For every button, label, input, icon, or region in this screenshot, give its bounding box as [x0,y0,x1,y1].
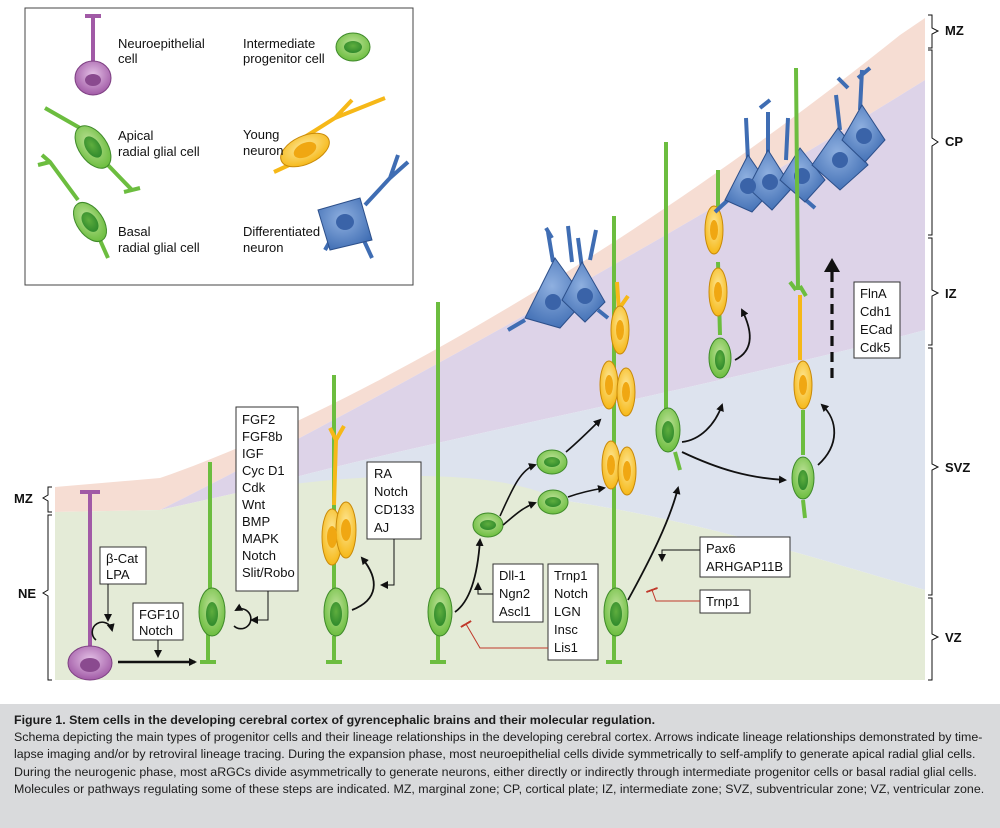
intermediate-progenitor-3 [537,489,569,515]
zone-label-iz: IZ [945,286,957,301]
svg-text:FlnA Cdh1 ECad: FlnA Cdh1 ECad Cdk5 [860,286,896,355]
cp-band [160,80,925,510]
legend-intermediate-icon [335,32,371,62]
svg-text:Dll-1 Ngn2 Ascl1: Dll-1 Ngn2 Ascl1 [499,568,534,619]
legend-young-neuron-icon [273,96,386,174]
svg-text:Trnp1 Notch LGN: Trnp1 Notch LGN Insc Lis1 [554,568,592,655]
arrow-rg3-to-ip [454,538,484,613]
young-neuron-column-2 [704,205,728,317]
young-neuron-pair-1 [321,425,357,566]
differentiated-neurons-cluster-1 [506,225,610,332]
box-fgf10-notch: FGF10 Notch [132,602,184,658]
arrow-brg2-to-neuron [734,308,751,361]
legend: Neuroepithelial cell Intermediate progenit… [24,7,414,286]
box-ra-notch: RA Notch CD133 AJ [366,461,422,589]
svg-text:Trnp1: Trnp1 [706,594,739,609]
svg-text:RA Notch CD133: RA Notch CD133 AJ [374,466,418,535]
zone-label-mz: MZ [945,23,964,38]
caption-body: Schema depicting the main types of proge… [14,730,985,796]
svg-text:FGF2 FGF8b IGF: FGF2 FGF8b IGF Cyc D1 Cdk Wnt BMP MAPK N… [242,412,295,580]
zone-label-vz: VZ [945,630,962,645]
migration-dashed-arrow [824,258,840,378]
box-dll1-ngn2: Dll-1 Ngn2 Ascl1 [474,563,544,623]
neuroepithelial-cell [67,490,113,681]
box-flna-cdh1: FlnA Cdh1 ECad Cdk5 [853,281,901,359]
legend-basal-rg-icon [37,153,110,259]
stem-cell-diagram: MZ CP IZ SVZ VZ MZ NE Neuroepithelial cel… [14,7,970,681]
zone-brackets [42,14,940,681]
apical-radial-glia-5 [655,142,682,471]
caption-title: Figure 1. Stem cells in the developing c… [14,713,656,727]
basal-radial-glia-3 [788,67,815,519]
legend-intermediate-label: Intermediate progenitor cell [243,36,325,66]
zone-label-mz-left: MZ [14,491,33,506]
zone-label-ne: NE [18,586,36,601]
arrow-bRG-to-neuron [681,403,724,443]
legend-young-neuron-label: Young neuron [243,127,283,158]
arrow-rg2-to-neurons [351,556,375,611]
figure-caption: Figure 1. Stem cells in the developing c… [0,704,1000,828]
young-neuron-column [599,281,637,496]
legend-apical-rg-icon [44,106,141,194]
zone-label-svz: SVZ [945,460,970,475]
arrow-brg3-to-neuron [817,403,836,466]
apical-radial-glia-1 [198,462,226,664]
self-renew-arrow-ne [91,621,115,641]
legend-neuroepithelial-label: Neuroepithelial cell [118,36,205,66]
intermediate-progenitor-1 [472,512,504,538]
arrows-ip-to-neurons [565,418,606,498]
box-trnp1-lgn: Trnp1 Notch LGN Insc Lis1 [460,563,599,661]
box-growth-factors: FGF2 FGF8b IGF Cyc D1 Cdk Wnt BMP MAPK N… [235,406,299,624]
box-bcat-lpa: β-Cat LPA [99,546,147,622]
apical-radial-glia-2 [323,375,349,664]
legend-basal-rg-label: Basal radial glial cell [118,224,200,255]
svg-text:Pax6 ARHGAP11B: Pax6 ARHGAP11B [706,541,783,574]
young-neuron-right [793,295,813,410]
differentiated-neurons-cluster-2 [713,66,886,214]
arrow-aRG-to-bRG [627,486,681,601]
apical-radial-glia-3 [427,302,453,664]
legend-diff-neuron-icon [317,154,410,259]
legend-diff-neuron-label: Differentiated neuron [243,224,320,255]
svz-band [250,330,925,590]
intermediate-progenitor-2 [536,449,568,475]
zone-label-cp: CP [945,134,963,149]
legend-apical-rg-label: Apical radial glial cell [118,128,200,159]
box-pax6-arhgap: Pax6 ARHGAP11B [658,536,791,578]
arrow-bRG-long [681,451,787,484]
box-trnp1: Trnp1 [646,587,751,614]
arrows-ip-divide [499,463,537,526]
legend-neuroepithelial-icon [74,14,112,96]
